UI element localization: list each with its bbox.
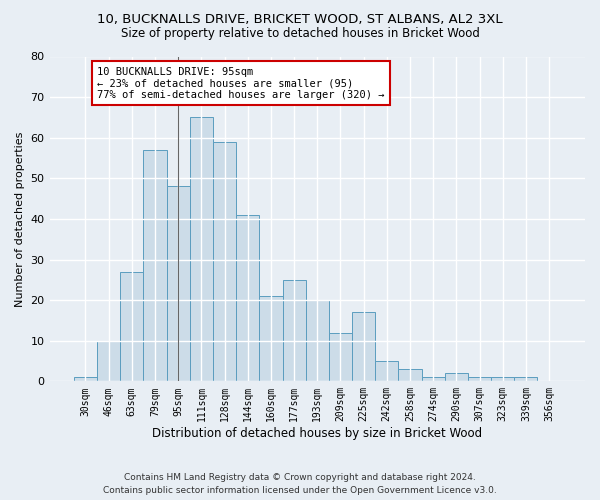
X-axis label: Distribution of detached houses by size in Bricket Wood: Distribution of detached houses by size … — [152, 427, 482, 440]
Bar — [445, 373, 468, 382]
Bar — [167, 186, 190, 382]
Bar — [468, 378, 491, 382]
Bar — [352, 312, 375, 382]
Y-axis label: Number of detached properties: Number of detached properties — [15, 131, 25, 306]
Bar — [514, 378, 538, 382]
Bar — [236, 215, 259, 382]
Bar — [491, 378, 514, 382]
Bar — [74, 378, 97, 382]
Text: Size of property relative to detached houses in Bricket Wood: Size of property relative to detached ho… — [121, 28, 479, 40]
Bar — [375, 361, 398, 382]
Text: 10, BUCKNALLS DRIVE, BRICKET WOOD, ST ALBANS, AL2 3XL: 10, BUCKNALLS DRIVE, BRICKET WOOD, ST AL… — [97, 12, 503, 26]
Bar — [305, 300, 329, 382]
Bar — [97, 340, 120, 382]
Bar — [398, 369, 422, 382]
Bar — [259, 296, 283, 382]
Text: 10 BUCKNALLS DRIVE: 95sqm
← 23% of detached houses are smaller (95)
77% of semi-: 10 BUCKNALLS DRIVE: 95sqm ← 23% of detac… — [97, 66, 385, 100]
Bar — [283, 280, 305, 382]
Bar — [422, 378, 445, 382]
Bar — [190, 118, 213, 382]
Bar — [329, 332, 352, 382]
Text: Contains HM Land Registry data © Crown copyright and database right 2024.
Contai: Contains HM Land Registry data © Crown c… — [103, 473, 497, 495]
Bar — [120, 272, 143, 382]
Bar — [143, 150, 167, 382]
Bar — [213, 142, 236, 382]
